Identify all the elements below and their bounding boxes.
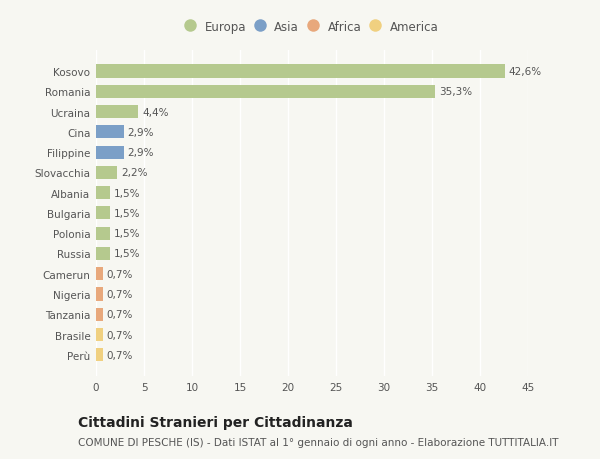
Bar [96,348,103,362]
Text: 42,6%: 42,6% [509,67,542,77]
Text: 2,9%: 2,9% [128,128,154,138]
Bar [96,288,103,301]
Text: 1,5%: 1,5% [114,208,141,218]
Bar [96,247,110,260]
Text: 1,5%: 1,5% [114,249,141,259]
Bar [96,146,124,159]
Bar [96,328,103,341]
Bar [96,227,110,240]
Bar [96,65,505,78]
Bar [96,187,110,200]
Bar [96,308,103,321]
Text: 0,7%: 0,7% [107,269,133,279]
Legend: Europa, Asia, Africa, America: Europa, Asia, Africa, America [182,17,442,37]
Text: 2,9%: 2,9% [128,148,154,158]
Text: 0,7%: 0,7% [107,330,133,340]
Text: 35,3%: 35,3% [439,87,472,97]
Text: 4,4%: 4,4% [142,107,169,118]
Bar [96,268,103,280]
Bar [96,207,110,220]
Text: 1,5%: 1,5% [114,229,141,239]
Text: 1,5%: 1,5% [114,188,141,198]
Text: 2,2%: 2,2% [121,168,148,178]
Text: 0,7%: 0,7% [107,309,133,319]
Bar [96,167,117,179]
Text: Cittadini Stranieri per Cittadinanza: Cittadini Stranieri per Cittadinanza [78,415,353,429]
Text: 0,7%: 0,7% [107,350,133,360]
Bar [96,85,435,99]
Bar [96,126,124,139]
Bar [96,106,138,119]
Text: COMUNE DI PESCHE (IS) - Dati ISTAT al 1° gennaio di ogni anno - Elaborazione TUT: COMUNE DI PESCHE (IS) - Dati ISTAT al 1°… [78,437,559,447]
Text: 0,7%: 0,7% [107,289,133,299]
